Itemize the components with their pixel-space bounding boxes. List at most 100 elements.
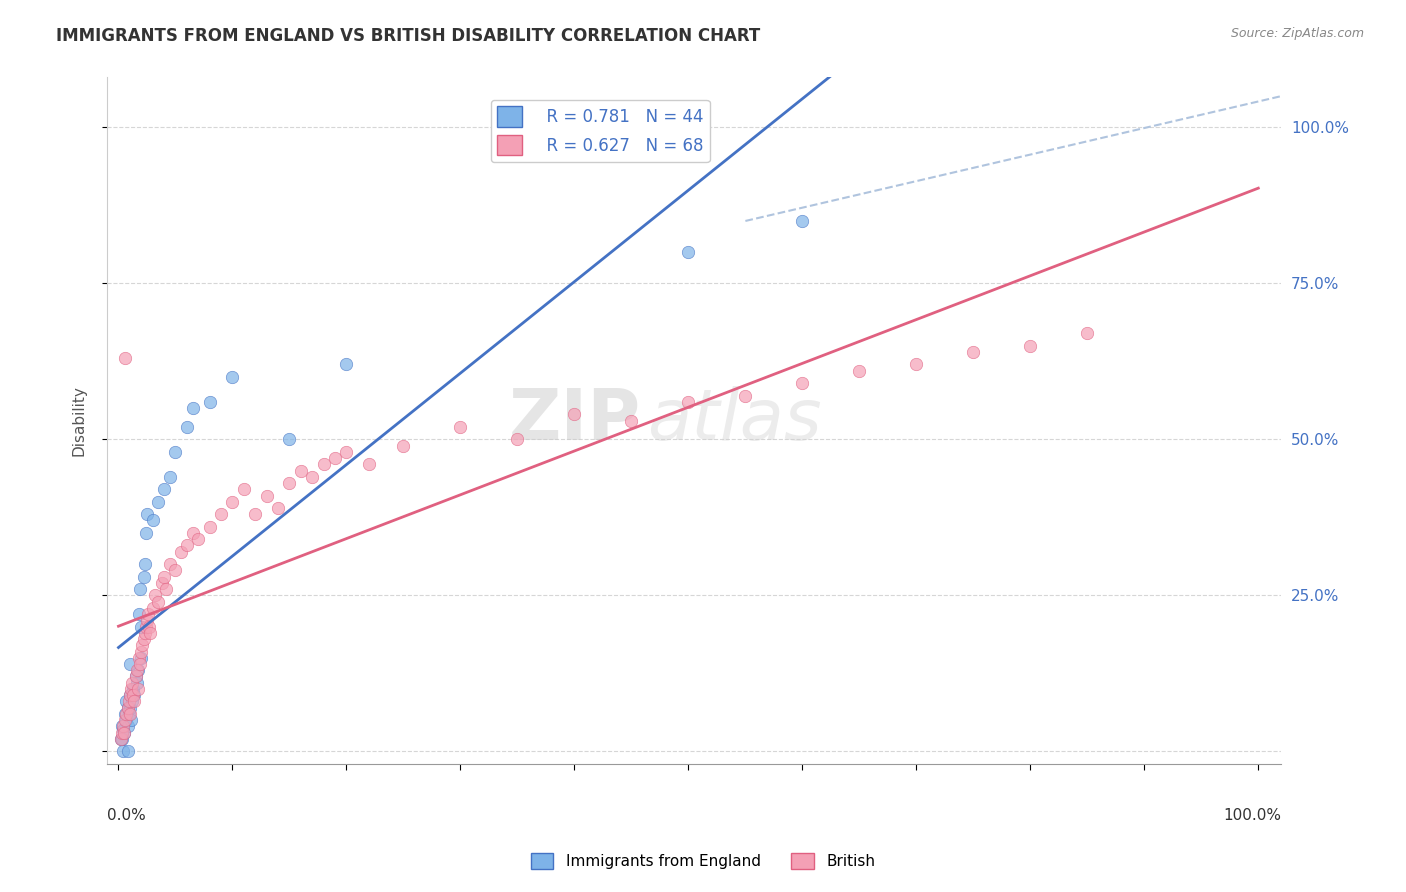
Text: atlas: atlas: [647, 386, 821, 455]
Point: [128, 650, 150, 665]
Point: [122, 681, 145, 696]
Point: [155, 582, 177, 596]
Point: [124, 669, 146, 683]
Point: [114, 713, 136, 727]
Point: [118, 700, 141, 714]
Text: IMMIGRANTS FROM ENGLAND VS BRITISH DISABILITY CORRELATION CHART: IMMIGRANTS FROM ENGLAND VS BRITISH DISAB…: [56, 27, 761, 45]
Point: [165, 445, 187, 459]
Text: 0.0%: 0.0%: [107, 808, 146, 823]
Point: [120, 713, 142, 727]
Text: 100.0%: 100.0%: [1223, 808, 1281, 823]
Point: [117, 700, 139, 714]
Point: [198, 519, 221, 533]
Point: [110, 731, 132, 746]
Legend:   R = 0.781   N = 44,   R = 0.627   N = 68: R = 0.781 N = 44, R = 0.627 N = 68: [491, 100, 710, 161]
Point: [124, 688, 146, 702]
Point: [170, 544, 193, 558]
Point: [142, 513, 165, 527]
Point: [118, 706, 141, 721]
Point: [124, 669, 146, 683]
Point: [115, 706, 138, 721]
Point: [278, 476, 301, 491]
Point: [129, 644, 152, 658]
Point: [132, 632, 155, 646]
Text: ZIP: ZIP: [509, 386, 641, 455]
Point: [110, 731, 132, 746]
Point: [125, 675, 148, 690]
Point: [117, 700, 139, 714]
Point: [111, 731, 134, 746]
Point: [187, 532, 209, 546]
Point: [129, 657, 152, 671]
Point: [506, 433, 529, 447]
Point: [792, 214, 814, 228]
Point: [153, 569, 176, 583]
Point: [136, 607, 159, 621]
Point: [143, 588, 166, 602]
Point: [290, 464, 312, 478]
Point: [111, 725, 134, 739]
Point: [176, 538, 198, 552]
Point: [678, 395, 700, 409]
Point: [449, 420, 471, 434]
Point: [335, 445, 357, 459]
Point: [111, 719, 134, 733]
Point: [138, 619, 160, 633]
Point: [136, 613, 159, 627]
Point: [134, 557, 156, 571]
Point: [792, 376, 814, 391]
Point: [135, 525, 157, 540]
Point: [221, 370, 243, 384]
Point: [256, 489, 278, 503]
Point: [121, 675, 143, 690]
Point: [118, 688, 141, 702]
Point: [118, 706, 141, 721]
Point: [150, 575, 173, 590]
Point: [232, 483, 254, 497]
Point: [112, 725, 135, 739]
Y-axis label: Disability: Disability: [72, 385, 86, 456]
Point: [301, 470, 323, 484]
Point: [117, 744, 139, 758]
Point: [118, 688, 141, 702]
Point: [962, 345, 984, 359]
Point: [734, 389, 756, 403]
Point: [221, 495, 243, 509]
Point: [267, 501, 290, 516]
Point: [848, 364, 870, 378]
Point: [129, 650, 152, 665]
Point: [125, 663, 148, 677]
Point: [209, 507, 232, 521]
Legend: Immigrants from England, British: Immigrants from England, British: [524, 847, 882, 875]
Point: [122, 688, 145, 702]
Point: [118, 657, 141, 671]
Point: [115, 713, 138, 727]
Point: [620, 414, 643, 428]
Point: [159, 470, 181, 484]
Point: [335, 358, 357, 372]
Point: [181, 525, 204, 540]
Point: [1076, 326, 1098, 341]
Point: [278, 433, 301, 447]
Point: [114, 351, 136, 366]
Point: [142, 600, 165, 615]
Point: [159, 557, 181, 571]
Point: [359, 458, 381, 472]
Point: [312, 458, 335, 472]
Point: [135, 619, 157, 633]
Point: [245, 507, 267, 521]
Point: [129, 619, 152, 633]
Point: [121, 694, 143, 708]
Text: Source: ZipAtlas.com: Source: ZipAtlas.com: [1230, 27, 1364, 40]
Point: [127, 681, 149, 696]
Point: [678, 245, 700, 260]
Point: [131, 638, 153, 652]
Point: [112, 723, 135, 737]
Point: [153, 483, 176, 497]
Point: [198, 395, 221, 409]
Point: [181, 401, 204, 416]
Point: [136, 507, 159, 521]
Point: [148, 594, 170, 608]
Point: [127, 663, 149, 677]
Point: [132, 569, 155, 583]
